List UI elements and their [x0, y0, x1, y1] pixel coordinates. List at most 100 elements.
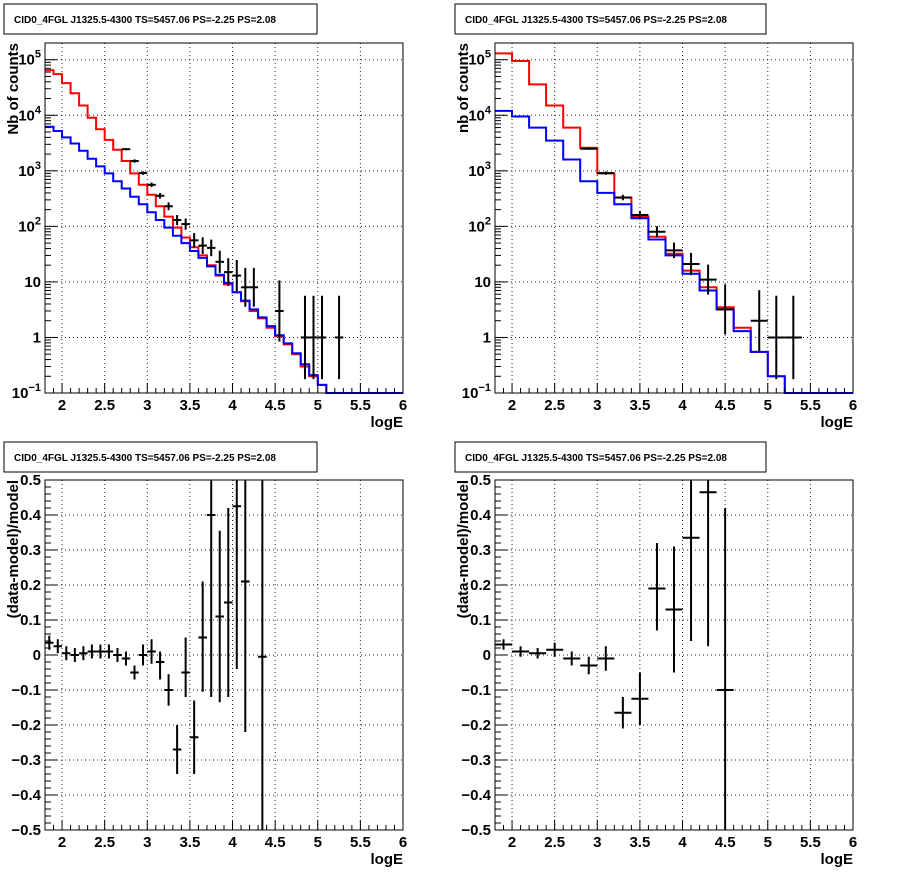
- data-point: [631, 672, 649, 725]
- data-point: [300, 295, 310, 380]
- data-point: [206, 480, 216, 697]
- data-point: [648, 226, 666, 238]
- title-box: [454, 441, 767, 473]
- x-tick-label: 4: [678, 397, 687, 414]
- chart-title: CID0_4FGL J1325.5-4300 TS=5457.06 PS=-2.…: [14, 15, 276, 26]
- data-point: [580, 147, 598, 150]
- x-tick-label: 4: [678, 834, 687, 851]
- data-point: [198, 237, 207, 254]
- x-tick-label: 3.5: [629, 397, 650, 414]
- y-tick-label: 102: [468, 215, 491, 235]
- title-box: [3, 3, 318, 35]
- x-tick-label: 4: [228, 397, 237, 414]
- panel-residuals-fine: CID0_4FGL J1325.5-4300 TS=5457.06 PS=-2.…: [3, 441, 407, 868]
- data-point: [130, 665, 139, 680]
- x-tick-label: 2.5: [94, 834, 115, 851]
- y-tick-label: −0.1: [461, 682, 491, 699]
- data-point: [172, 725, 182, 774]
- y-tick-label: 104: [18, 104, 42, 124]
- y-axis-label: (data-model)/model: [5, 480, 22, 618]
- data-point: [130, 159, 139, 163]
- x-tick-label: 3.5: [179, 397, 200, 414]
- data-point: [275, 280, 284, 342]
- grid: [495, 43, 853, 393]
- panel-counts-coarse: CID0_4FGL J1325.5-4300 TS=5457.06 PS=-2.…: [454, 3, 857, 431]
- histogram-series-red: [495, 52, 853, 394]
- data-point: [334, 295, 344, 380]
- data-point: [614, 194, 632, 201]
- data-point: [699, 264, 717, 295]
- y-tick-label: 0.2: [470, 577, 491, 594]
- data-point: [495, 639, 513, 650]
- data-point: [79, 646, 88, 661]
- data-point: [45, 635, 54, 650]
- data-point: [53, 639, 63, 654]
- x-tick-label: 3.5: [629, 834, 650, 851]
- data-point: [62, 646, 71, 661]
- y-tick-label: 0: [33, 647, 41, 664]
- data-point: [241, 267, 250, 307]
- y-tick-label: 0.1: [20, 612, 41, 629]
- data-point: [241, 480, 250, 732]
- y-tick-label: −0.1: [11, 682, 41, 699]
- x-tick-label: 5: [764, 397, 772, 414]
- x-tick-label: 3: [593, 397, 601, 414]
- y-tick-label: 0.2: [20, 577, 41, 594]
- x-tick-label: 6: [849, 834, 857, 851]
- title-box: [454, 3, 767, 35]
- x-tick-label: 3: [593, 834, 601, 851]
- x-tick-label: 2: [58, 397, 66, 414]
- y-axis-label: (data-model)/model: [455, 480, 472, 618]
- data-point: [206, 239, 216, 257]
- y-tick-label: 10−1: [12, 382, 41, 402]
- x-tick-label: 4.5: [265, 397, 286, 414]
- y-tick-label: −0.4: [461, 787, 491, 804]
- data-point: [70, 648, 80, 662]
- data-point: [164, 202, 173, 211]
- x-tick-label: 6: [399, 397, 407, 414]
- data-point: [147, 639, 156, 664]
- x-tick-label: 2: [508, 397, 516, 414]
- y-tick-label: 105: [468, 49, 491, 69]
- data-point: [147, 182, 156, 188]
- data-point: [767, 295, 785, 380]
- chart-title: CID0_4FGL J1325.5-4300 TS=5457.06 PS=-2.…: [465, 15, 727, 26]
- y-tick-label: 10: [24, 274, 41, 291]
- y-axis-label: Nb of counts: [5, 43, 22, 135]
- y-tick-label: 0.4: [470, 507, 492, 524]
- x-axis-label: logE: [821, 414, 854, 431]
- y-tick-label: 104: [468, 104, 492, 124]
- y-tick-label: −0.5: [461, 822, 491, 839]
- data-point: [716, 284, 734, 335]
- x-tick-label: 5: [314, 397, 322, 414]
- data-point: [164, 674, 173, 706]
- y-tick-label: −0.4: [11, 787, 41, 804]
- data-point: [258, 480, 267, 830]
- data-points: [495, 480, 734, 830]
- y-axis: −0.5 −0.4 −0.3 −0.2 −0.1 0 0.1 0.2 0.3 0.4 0.5(dat…: [5, 472, 57, 839]
- data-point: [121, 651, 131, 666]
- data-point: [189, 233, 199, 248]
- histogram-series-blue: [45, 125, 403, 394]
- data-points: [121, 148, 344, 380]
- grid: [45, 480, 403, 830]
- data-point: [614, 697, 632, 729]
- histogram-series-blue: [495, 109, 853, 394]
- y-tick-label: 0.3: [470, 542, 491, 559]
- y-tick-label: 0.4: [20, 507, 42, 524]
- data-point: [215, 250, 224, 273]
- data-point: [232, 480, 242, 669]
- data-point: [113, 648, 122, 662]
- data-point: [512, 646, 530, 657]
- x-tick-label: 4: [228, 834, 237, 851]
- x-tick-label: 5.5: [350, 834, 371, 851]
- data-point: [682, 252, 700, 276]
- plot-frame: [44, 42, 404, 394]
